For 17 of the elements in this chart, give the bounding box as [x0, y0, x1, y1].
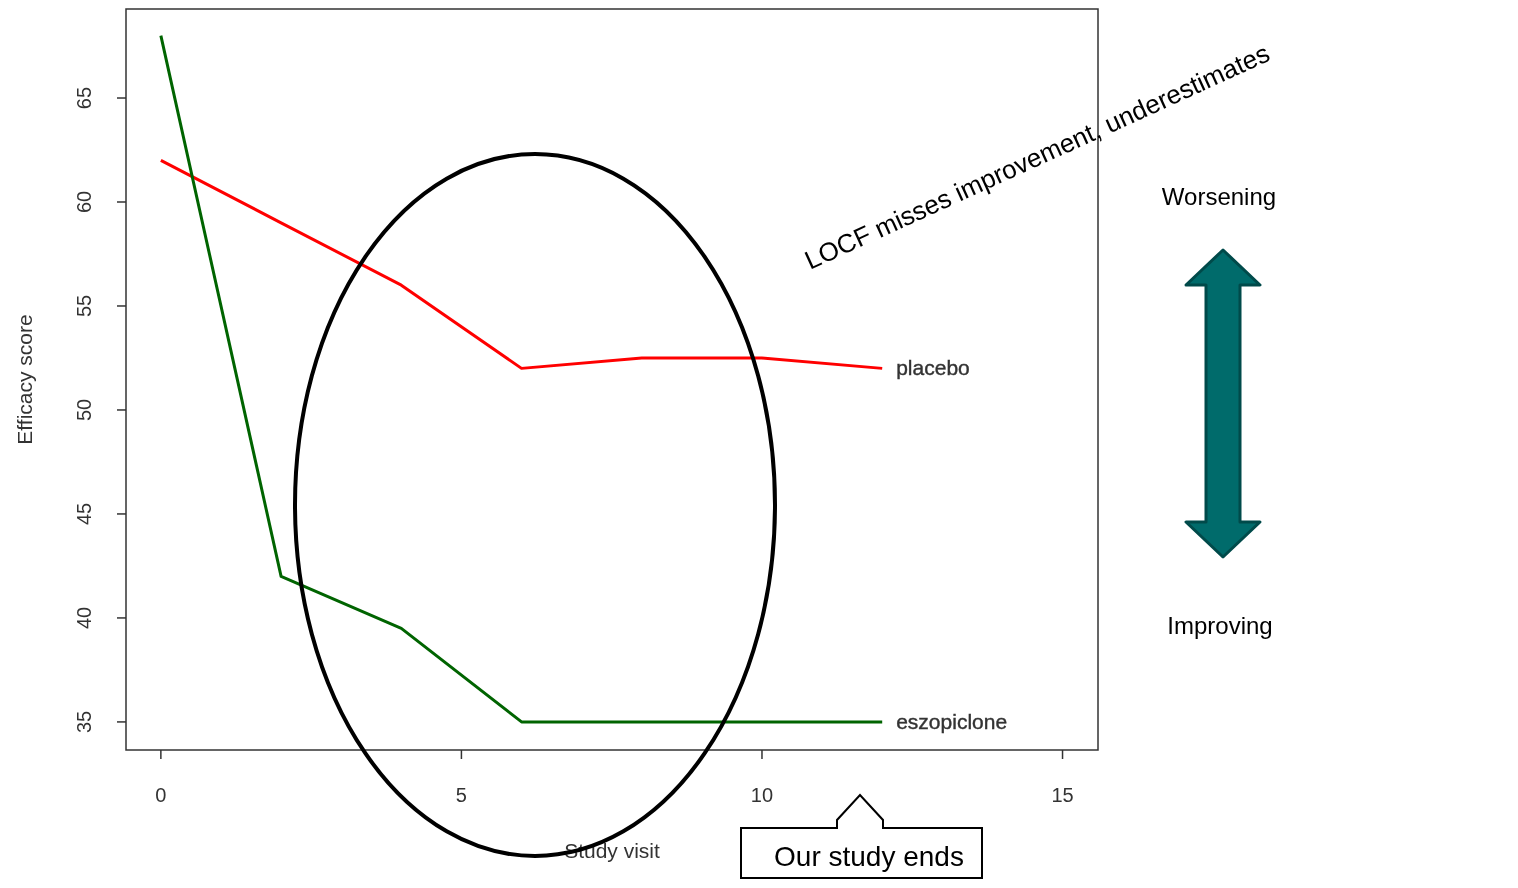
x-tick-label: 10	[750, 784, 774, 806]
y-tick-label: 45	[73, 502, 95, 526]
series-label: eszopiclone	[896, 709, 1008, 733]
text: Improving	[1167, 612, 1273, 639]
x-tick-label: 0	[155, 784, 167, 806]
text: Our study ends	[774, 841, 964, 872]
y-axis-title: Efficacy score	[13, 314, 36, 445]
x-tick-label: 15	[1051, 784, 1074, 806]
series-label: placebo	[896, 356, 970, 380]
text: Worsening	[1161, 183, 1277, 210]
y-tick-label: 50	[73, 398, 95, 422]
y-tick-label: 60	[73, 190, 95, 214]
y-tick-label: 55	[73, 294, 95, 318]
y-tick-label: 40	[73, 606, 95, 630]
x-tick-label: 5	[455, 784, 467, 806]
y-tick-label: 65	[73, 86, 95, 110]
y-tick-label: 35	[73, 710, 95, 734]
